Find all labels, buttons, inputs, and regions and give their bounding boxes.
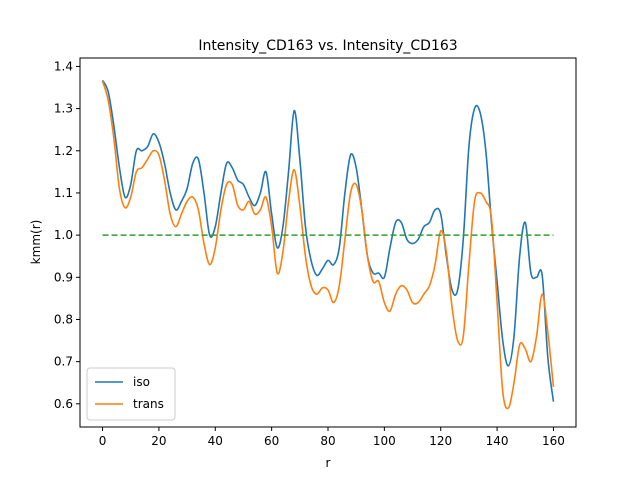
y-tick-label: 1.3	[54, 102, 73, 116]
series-line-trans	[101, 80, 555, 410]
x-tick-label: 100	[373, 434, 396, 448]
y-tick-label: 1.4	[54, 59, 73, 73]
y-tick-label: 1.2	[54, 144, 73, 158]
x-tick-label: 140	[486, 434, 509, 448]
y-tick-label: 1.1	[54, 186, 73, 200]
x-tick-label: 40	[208, 434, 223, 448]
x-tick-label: 60	[264, 434, 279, 448]
x-tick-label: 0	[99, 434, 107, 448]
legend-label-iso: iso	[133, 375, 150, 389]
x-tick-label: 80	[320, 434, 335, 448]
y-tick-label: 0.7	[54, 355, 73, 369]
chart-title: Intensity_CD163 vs. Intensity_CD163	[198, 38, 457, 54]
x-tick-label: 160	[542, 434, 565, 448]
legend: iso trans	[86, 367, 176, 421]
y-tick-label: 0.8	[54, 312, 73, 326]
x-axis-label: r	[326, 456, 331, 470]
legend-box	[86, 367, 176, 421]
series-layer	[101, 79, 555, 410]
y-tick-label: 0.6	[54, 397, 73, 411]
x-tick-label: 120	[429, 434, 452, 448]
legend-label-trans: trans	[133, 397, 164, 411]
y-axis-ticks: 0.6 0.7 0.8 0.9 1.0 1.1 1.2 1.3 1.4	[54, 59, 80, 411]
series-line-iso	[101, 79, 555, 402]
y-tick-label: 1.0	[54, 228, 73, 242]
y-tick-label: 0.9	[54, 270, 73, 284]
plot-area	[101, 79, 555, 410]
x-tick-label: 20	[151, 434, 166, 448]
x-axis-ticks: 0 20 40 60 80 100 120 140 160	[99, 427, 565, 448]
y-axis-label: kmm(r)	[29, 220, 43, 265]
